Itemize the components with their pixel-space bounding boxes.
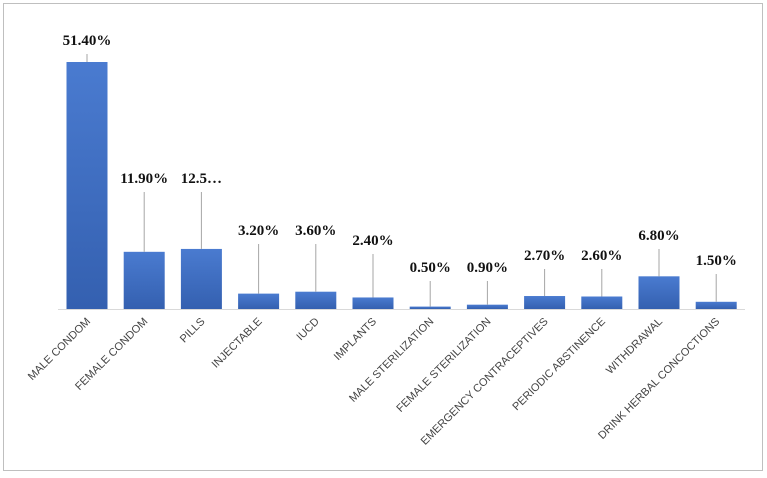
value-label: 3.20% <box>238 223 279 239</box>
bar <box>524 296 566 309</box>
bar <box>295 291 337 309</box>
bar <box>638 276 680 309</box>
value-label: 12.5… <box>181 171 222 187</box>
value-label: 0.50% <box>410 260 451 276</box>
chart-border <box>3 3 763 471</box>
value-label: 11.90% <box>120 171 168 187</box>
value-label: 2.70% <box>524 248 565 264</box>
bar <box>352 297 394 309</box>
value-label: 6.80% <box>638 228 679 244</box>
value-label: 2.60% <box>581 248 622 264</box>
value-label: 1.50% <box>696 253 737 269</box>
bar <box>409 306 451 309</box>
bar <box>180 248 222 309</box>
bar <box>466 304 508 309</box>
value-label: 51.40% <box>63 33 112 49</box>
bar <box>581 296 623 309</box>
bar <box>66 62 108 309</box>
bar <box>695 301 737 309</box>
value-label: 2.40% <box>352 233 393 249</box>
bar <box>123 251 165 309</box>
bar <box>238 293 280 309</box>
value-label: 0.90% <box>467 260 508 276</box>
value-label: 3.60% <box>295 223 336 239</box>
